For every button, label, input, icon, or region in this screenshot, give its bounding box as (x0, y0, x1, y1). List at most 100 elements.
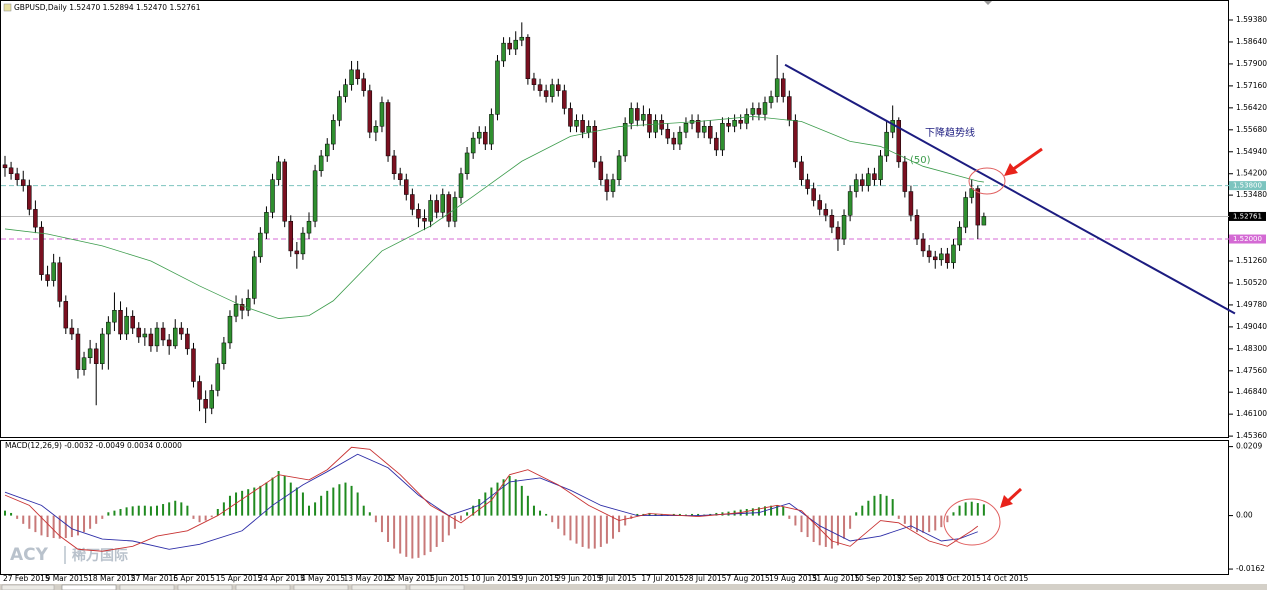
macd-bar (265, 482, 268, 516)
tab[interactable] (119, 584, 175, 590)
candle-body (780, 78, 786, 97)
candle-body (963, 197, 968, 228)
tab[interactable] (61, 584, 117, 590)
macd-bar (143, 505, 146, 516)
main-pane (0, 0, 1229, 438)
x-tick-label: 24 Apr 2015 (258, 574, 305, 583)
tab[interactable] (235, 584, 291, 590)
candle-body (829, 215, 835, 228)
candle-body (562, 90, 567, 109)
macd-bar (308, 505, 310, 516)
x-tick-label: 19 Aug 2015 (769, 574, 817, 583)
highlight-circle (943, 498, 1001, 546)
candle-body (805, 179, 810, 189)
macd-bar (958, 505, 961, 516)
x-tick-label: 18 Mar 2015 (88, 574, 136, 583)
candle-body (878, 155, 883, 180)
trendline (784, 63, 1236, 315)
candle-body (93, 348, 99, 364)
tab[interactable] (351, 584, 407, 590)
x-tick-label: 14 Oct 2015 (982, 574, 1029, 583)
candle-body (574, 120, 579, 127)
candle-body (549, 84, 555, 97)
x-tick-label: 2 Oct 2015 (939, 574, 981, 583)
candle-body (556, 84, 561, 91)
macd-bar (861, 505, 864, 516)
x-tick-label: 6 Apr 2015 (173, 574, 215, 583)
candle-body (622, 123, 628, 157)
arrow-head (1004, 163, 1018, 176)
candle-body (695, 120, 701, 133)
candle-body (738, 120, 743, 124)
macd-bar (539, 510, 542, 516)
macd-bar (575, 515, 578, 544)
macd-bar (423, 515, 426, 556)
candle-body (422, 218, 427, 222)
macd-bar (435, 515, 438, 547)
macd-bar (46, 515, 49, 538)
macd-bar (149, 506, 152, 516)
candle-body (823, 209, 829, 216)
candle-body (975, 188, 981, 226)
candle-body (264, 212, 269, 234)
price-level-box (1229, 234, 1266, 244)
candle-body (367, 90, 373, 133)
highlight-circle (968, 167, 1006, 195)
watermark-brand: ACY (10, 545, 49, 565)
macd-bar (928, 515, 931, 533)
x-tick-label: 22 May 2015 (386, 574, 435, 583)
macd-bar (180, 502, 183, 516)
candle-body (136, 327, 142, 338)
candle-body (683, 123, 689, 133)
candle-body (853, 179, 859, 192)
candle-body (57, 262, 62, 302)
candle-body (288, 220, 294, 252)
candle-body (726, 123, 731, 127)
macd-bar (22, 515, 25, 524)
macd-bar (314, 502, 317, 516)
candle-body (14, 173, 20, 180)
macd-line (4, 453, 978, 550)
tab[interactable] (409, 584, 465, 590)
candle-body (179, 327, 184, 335)
candle-body (708, 125, 713, 139)
candle-body (185, 333, 190, 350)
y-tick-label: 1.54940 (1236, 147, 1267, 156)
candle-body (653, 120, 658, 133)
candle-body (446, 194, 452, 222)
y-tick-label: 0.0209 (1236, 442, 1262, 451)
candle-body (404, 179, 409, 195)
price-level-box (1229, 181, 1266, 191)
tab[interactable] (177, 584, 233, 590)
macd-bar (922, 515, 925, 533)
candle-body (239, 304, 245, 311)
candle-body (349, 69, 354, 85)
tab[interactable] (293, 584, 349, 590)
candle-body (27, 185, 32, 210)
candle-body (604, 179, 610, 192)
candle-body (580, 120, 585, 133)
macd-bar (441, 515, 444, 542)
candle-body (756, 108, 762, 115)
x-tick-label: 22 Sep 2015 (897, 574, 945, 583)
candle-body (902, 161, 908, 192)
candle-body (142, 333, 148, 338)
macd-bar (356, 492, 359, 516)
candle-body (847, 191, 853, 216)
tab[interactable] (1, 584, 55, 590)
ma-label: (50) (910, 155, 931, 166)
macd-bar (344, 482, 347, 516)
macd-bar (216, 508, 219, 516)
macd-bar (76, 515, 79, 536)
candle-body (2, 164, 8, 169)
candle-body (458, 173, 464, 198)
candle-body (914, 215, 920, 240)
candle-body (51, 262, 56, 281)
macd-bar (350, 485, 353, 516)
macd-bar (648, 512, 651, 516)
y-tick-label: 1.50520 (1236, 278, 1267, 287)
candle-body (720, 123, 725, 151)
candle-body (926, 250, 932, 258)
